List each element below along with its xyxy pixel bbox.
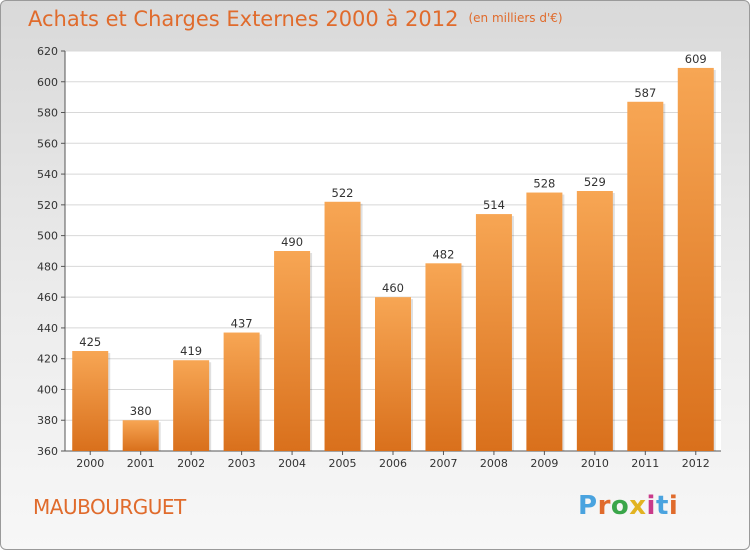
y-tick-label: 560 bbox=[37, 137, 58, 150]
logo-letter: r bbox=[597, 491, 611, 521]
bar bbox=[475, 214, 512, 451]
y-tick-label: 480 bbox=[37, 260, 58, 273]
city-name: MAUBOURGUET bbox=[33, 495, 186, 519]
logo-letter: o bbox=[610, 491, 630, 521]
bar bbox=[627, 101, 664, 452]
bar bbox=[223, 332, 260, 451]
logo-letter: i bbox=[668, 491, 679, 521]
y-tick-label: 440 bbox=[37, 322, 58, 335]
x-tick-label: 2006 bbox=[379, 457, 407, 470]
bar bbox=[375, 297, 411, 451]
bar bbox=[677, 67, 714, 451]
y-tick-label: 520 bbox=[37, 199, 58, 212]
y-tick-label: 380 bbox=[37, 414, 58, 427]
x-tick-label: 2010 bbox=[581, 457, 609, 470]
y-tick-label: 500 bbox=[37, 230, 58, 243]
x-tick-label: 2007 bbox=[429, 457, 457, 470]
y-tick-label: 600 bbox=[37, 76, 58, 89]
bar bbox=[526, 192, 563, 452]
bar bbox=[274, 251, 311, 451]
x-tick-label: 2012 bbox=[682, 457, 710, 470]
y-tick-label: 420 bbox=[37, 353, 58, 366]
x-tick-label: 2002 bbox=[177, 457, 205, 470]
data-label: 522 bbox=[332, 186, 354, 200]
data-label: 490 bbox=[281, 235, 303, 249]
bar bbox=[576, 191, 613, 451]
chart-title: Achats et Charges Externes 2000 à 2012 (e… bbox=[28, 7, 563, 31]
bar bbox=[122, 420, 159, 451]
logo-letter: x bbox=[629, 491, 647, 521]
data-label: 437 bbox=[231, 317, 253, 331]
chart-unit-note: (en milliers d'€) bbox=[468, 11, 563, 25]
x-tick-label: 2009 bbox=[530, 457, 558, 470]
data-label: 425 bbox=[79, 335, 101, 349]
y-tick-label: 400 bbox=[37, 383, 58, 396]
x-tick-label: 2001 bbox=[127, 457, 155, 470]
data-label: 419 bbox=[180, 344, 202, 358]
data-label: 587 bbox=[634, 86, 656, 100]
logo-letter: P bbox=[578, 491, 598, 521]
data-label: 482 bbox=[432, 247, 454, 261]
y-tick-label: 360 bbox=[37, 445, 58, 458]
logo-letter: t bbox=[655, 491, 669, 521]
y-tick-label: 460 bbox=[37, 291, 58, 304]
x-tick-label: 2005 bbox=[329, 457, 357, 470]
y-tick-label: 580 bbox=[37, 107, 58, 120]
data-label: 514 bbox=[483, 198, 505, 212]
y-tick-label: 620 bbox=[37, 45, 58, 58]
data-label: 380 bbox=[130, 404, 152, 418]
y-tick-label: 540 bbox=[37, 168, 58, 181]
x-tick-label: 2004 bbox=[278, 457, 306, 470]
data-label: 609 bbox=[685, 52, 707, 66]
data-label: 529 bbox=[584, 175, 606, 189]
chart-title-text: Achats et Charges Externes 2000 à 2012 bbox=[28, 7, 459, 31]
x-tick-label: 2003 bbox=[228, 457, 256, 470]
data-label: 460 bbox=[382, 281, 404, 295]
bar bbox=[324, 201, 361, 451]
bar bbox=[425, 263, 462, 451]
logo-letter: i bbox=[646, 491, 656, 521]
x-tick-label: 2000 bbox=[76, 457, 104, 470]
bar bbox=[173, 360, 210, 451]
data-label: 528 bbox=[533, 177, 555, 191]
proxiti-logo: Proxiti bbox=[578, 491, 678, 521]
bar bbox=[72, 351, 109, 451]
x-tick-label: 2011 bbox=[631, 457, 659, 470]
x-tick-label: 2008 bbox=[480, 457, 508, 470]
